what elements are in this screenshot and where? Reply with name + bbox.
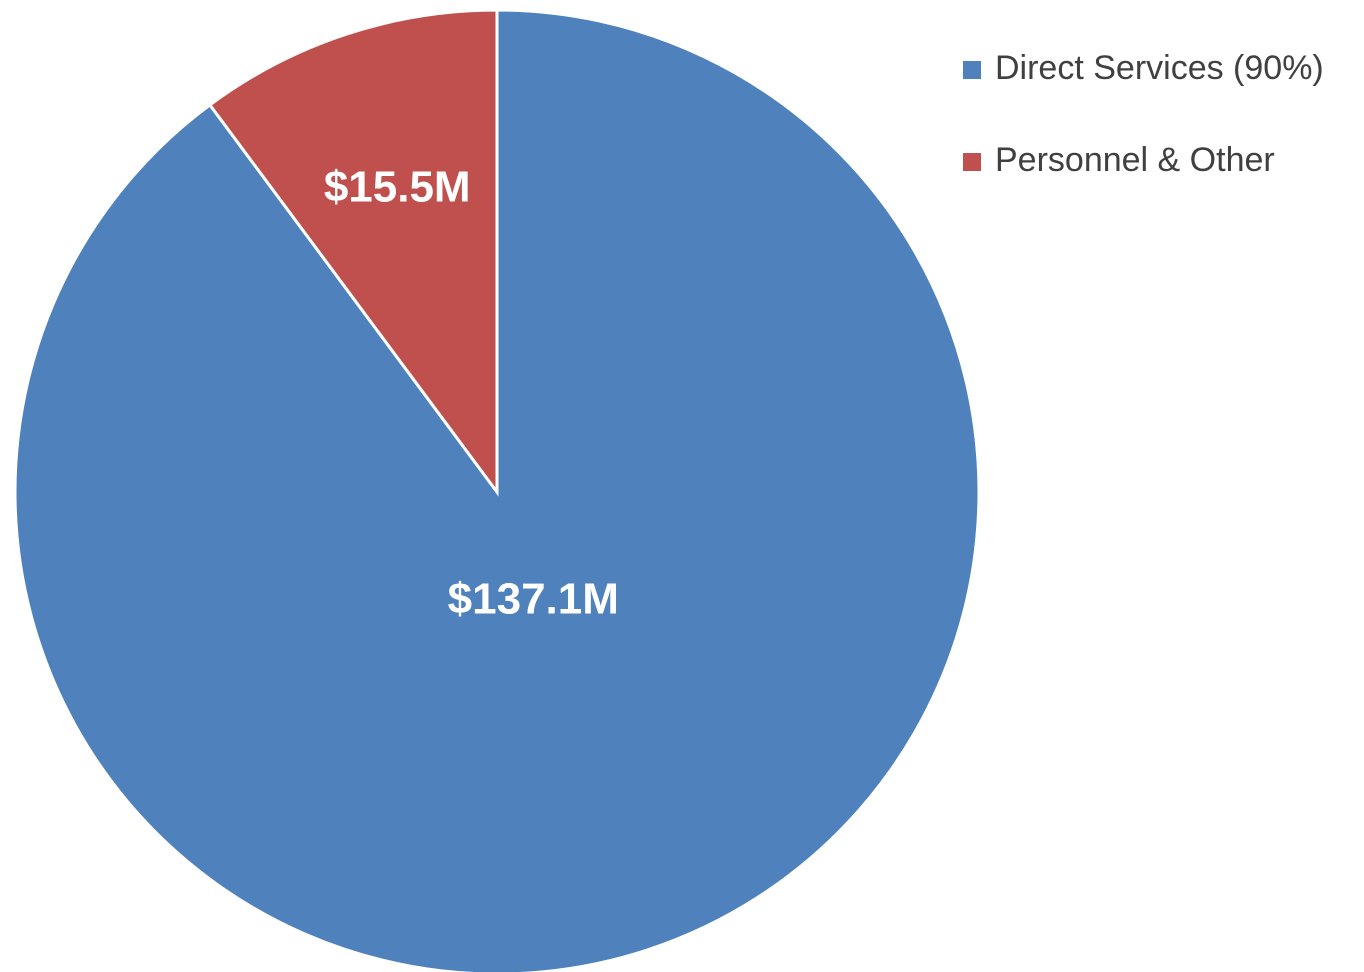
data-label: $137.1M <box>448 574 619 623</box>
legend-label: Direct Services (90%) <box>995 49 1324 87</box>
pie-slice <box>13 8 981 972</box>
legend-swatch <box>963 153 981 171</box>
pie-slice <box>207 8 499 497</box>
legend-swatch <box>963 61 981 79</box>
data-label: $15.5M <box>324 163 471 212</box>
legend-label: Personnel & Other <box>995 141 1275 179</box>
